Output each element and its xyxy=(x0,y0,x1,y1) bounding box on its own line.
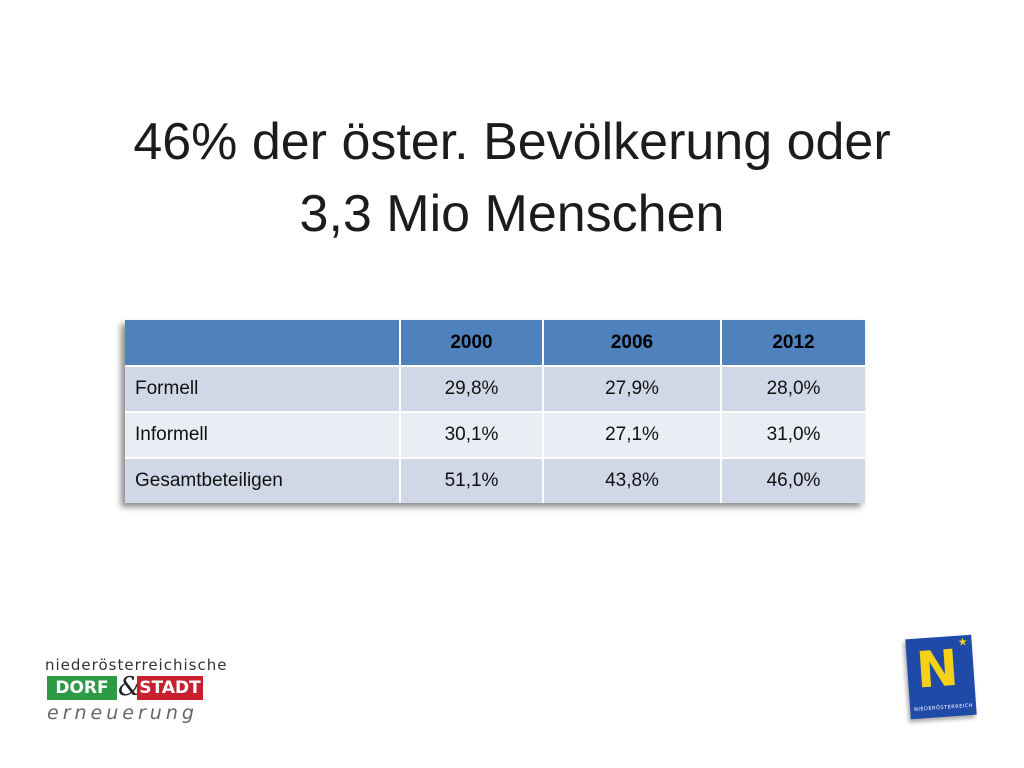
participation-table: 2000 2006 2012 Formell 29,8% 27,9% 28,0%… xyxy=(125,320,865,503)
table-row: Gesamtbeteiligen 51,1% 43,8% 46,0% xyxy=(125,457,865,503)
table-row: Informell 30,1% 27,1% 31,0% xyxy=(125,411,865,458)
logo-text-niederoesterreichische: niederösterreichische xyxy=(45,656,228,674)
logo-dorf-box: DORF xyxy=(47,676,117,700)
table-cell: 27,9% xyxy=(543,365,722,412)
dorf-stadt-erneuerung-logo: niederösterreichische DORF & STADT erneu… xyxy=(45,656,226,726)
row-label: Formell xyxy=(125,365,401,412)
table-header-row: 2000 2006 2012 xyxy=(125,320,865,366)
table-cell: 31,0% xyxy=(721,411,865,458)
table-cell: 46,0% xyxy=(721,457,865,503)
table-header-empty xyxy=(125,320,401,366)
logo-n-letter: N xyxy=(914,638,961,700)
niederoesterreich-logo: ★ N NIEDERÖSTERREICH xyxy=(905,634,977,720)
table-cell: 43,8% xyxy=(543,457,722,503)
table-cell: 51,1% xyxy=(400,457,544,503)
data-table-container: 2000 2006 2012 Formell 29,8% 27,9% 28,0%… xyxy=(125,320,865,503)
row-label: Informell xyxy=(125,411,401,458)
slide-title: 46% der öster. Bevölkerung oder 3,3 Mio … xyxy=(0,106,1024,250)
table-cell: 29,8% xyxy=(400,365,544,412)
logo-ampersand: & xyxy=(118,672,142,702)
table-cell: 30,1% xyxy=(400,411,544,458)
star-icon: ★ xyxy=(957,636,969,649)
table-cell: 27,1% xyxy=(543,411,722,458)
table-header-2000: 2000 xyxy=(400,320,544,366)
table-cell: 28,0% xyxy=(721,365,865,412)
row-label: Gesamtbeteiligen xyxy=(125,457,401,503)
logo-stadt-box: STADT xyxy=(137,676,203,700)
slide-title-line-2: 3,3 Mio Menschen xyxy=(299,185,725,243)
logo-noe-subtitle: NIEDERÖSTERREICH xyxy=(914,702,974,713)
slide-title-line-1: 46% der öster. Bevölkerung oder xyxy=(133,113,891,171)
logo-text-erneuerung: erneuerung xyxy=(47,702,198,724)
table-header-2006: 2006 xyxy=(543,320,722,366)
table-header-2012: 2012 xyxy=(721,320,865,366)
table-row: Formell 29,8% 27,9% 28,0% xyxy=(125,365,865,412)
